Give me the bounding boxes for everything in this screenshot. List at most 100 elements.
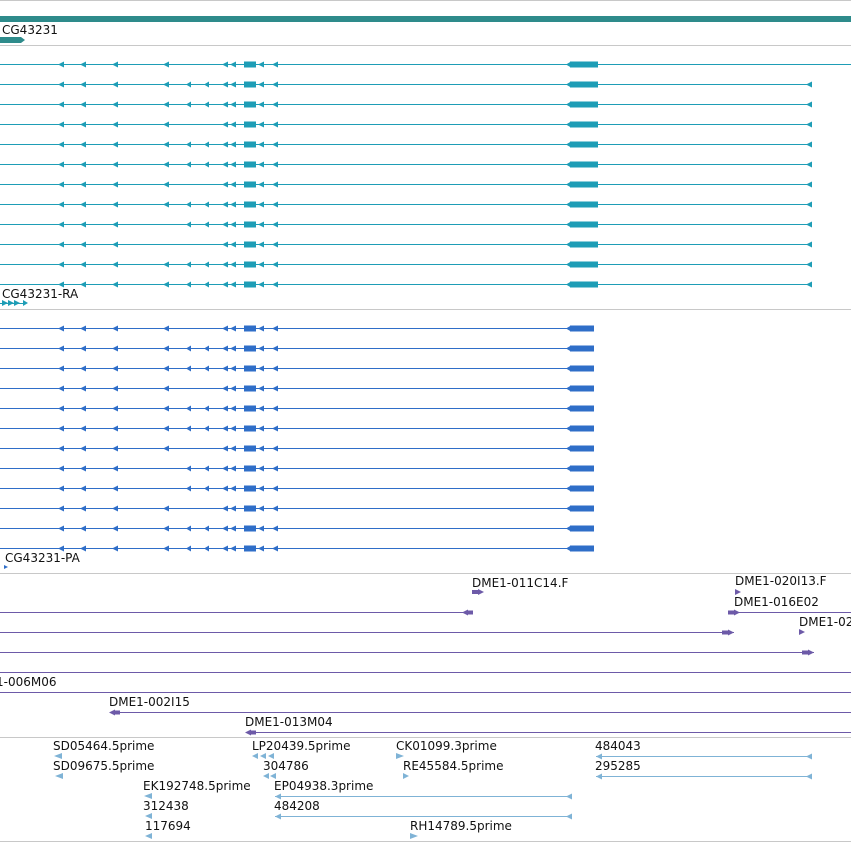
cds-arrow[interactable] [80,385,86,392]
exon-block[interactable] [244,101,256,108]
cds-row[interactable] [0,325,594,332]
cds-arrow[interactable] [566,325,571,332]
exon-arrow[interactable] [272,121,278,128]
transcript-row[interactable] [0,181,812,188]
exon-arrow[interactable] [258,201,264,208]
cds-arrow[interactable] [204,405,209,412]
exon-arrow[interactable] [566,241,571,248]
exon-arrow[interactable] [258,161,264,168]
cds-arrow[interactable] [230,345,236,352]
clone-arrow[interactable] [734,609,740,616]
cds-block[interactable] [244,365,256,372]
exon-arrow[interactable] [58,161,64,168]
exon-block[interactable] [570,281,598,288]
exon-arrow[interactable] [806,141,812,148]
exon-arrow[interactable] [80,81,86,88]
cds-row[interactable] [0,465,594,472]
exon-arrow[interactable] [258,241,264,248]
cds-arrow[interactable] [186,405,191,412]
exon-block[interactable] [570,161,598,168]
exon-arrow[interactable] [258,141,264,148]
cds-arrow[interactable] [186,485,191,492]
cds-arrow[interactable] [222,405,228,412]
clone-block[interactable] [114,710,120,715]
cds-arrow[interactable] [112,445,118,452]
cds-arrow[interactable] [163,545,169,552]
exon-arrow[interactable] [163,101,169,108]
cds-arrow[interactable] [112,485,118,492]
cds-arrow[interactable] [258,405,264,412]
exon-block[interactable] [244,161,256,168]
cds-arrow[interactable] [258,545,264,552]
est-label[interactable]: 295285 [595,759,641,773]
cds-arrow[interactable] [230,485,236,492]
cds-arrow[interactable] [258,445,264,452]
exon-arrow[interactable] [272,221,278,228]
exon-block[interactable] [570,201,598,208]
exon-block[interactable] [244,201,256,208]
cds-arrow[interactable] [58,345,64,352]
exon-arrow[interactable] [204,281,209,288]
cds-arrow[interactable] [258,325,264,332]
cds-arrow[interactable] [566,405,571,412]
exon-arrow[interactable] [806,281,812,288]
est-label[interactable]: RH14789.5prime [410,819,512,833]
exon-arrow[interactable] [58,221,64,228]
exon-arrow[interactable] [186,101,191,108]
est-arrow[interactable] [268,753,274,759]
cds-arrow[interactable] [80,345,86,352]
exon-arrow[interactable] [222,261,228,268]
clone-block[interactable] [250,730,256,735]
exon-block[interactable] [570,221,598,228]
cds-arrow[interactable] [80,325,86,332]
cds-arrow[interactable] [163,365,169,372]
exon-arrow[interactable] [258,281,264,288]
cds-row[interactable] [0,505,594,512]
est-label[interactable]: LP20439.5prime [252,739,351,753]
transcript-row[interactable] [0,261,812,268]
est-label[interactable]: 484208 [274,799,320,813]
cds-arrow[interactable] [204,365,209,372]
cds-arrow[interactable] [272,405,278,412]
exon-arrow[interactable] [566,121,571,128]
cds-arrow[interactable] [258,345,264,352]
exon-arrow[interactable] [80,261,86,268]
exon-arrow[interactable] [230,81,236,88]
exon-arrow[interactable] [258,101,264,108]
cds-arrow[interactable] [112,525,118,532]
exon-arrow[interactable] [163,261,169,268]
exon-arrow[interactable] [230,161,236,168]
exon-arrow[interactable] [566,201,571,208]
cds-arrow[interactable] [112,365,118,372]
est-arrow[interactable] [596,753,602,760]
exon-arrow[interactable] [258,61,264,68]
clone-block[interactable] [722,630,728,635]
cds-arrow[interactable] [566,505,571,512]
exon-arrow[interactable] [163,81,169,88]
exon-arrow[interactable] [204,201,209,208]
exon-arrow[interactable] [186,281,191,288]
exon-arrow[interactable] [80,201,86,208]
exon-arrow[interactable] [230,201,236,208]
est-label[interactable]: SD05464.5prime [53,739,154,753]
est-label[interactable]: EK192748.5prime [143,779,251,793]
exon-arrow[interactable] [566,81,571,88]
exon-arrow[interactable] [112,181,118,188]
exon-arrow[interactable] [230,61,236,68]
est-label[interactable]: 312438 [143,799,189,813]
exon-arrow[interactable] [186,161,191,168]
cds-arrow[interactable] [80,485,86,492]
exon-block[interactable] [244,221,256,228]
clone-label[interactable]: DME1-011C14.F [472,576,569,590]
cds-arrow[interactable] [58,405,64,412]
cds-arrow[interactable] [58,425,64,432]
exon-arrow[interactable] [566,181,571,188]
cds-arrow[interactable] [58,525,64,532]
cds-arrow[interactable] [272,525,278,532]
cds-arrow[interactable] [272,445,278,452]
cds-block[interactable] [244,445,256,452]
exon-arrow[interactable] [222,181,228,188]
cds-arrow[interactable] [258,485,264,492]
est-label[interactable]: SD09675.5prime [53,759,154,773]
exon-arrow[interactable] [258,261,264,268]
